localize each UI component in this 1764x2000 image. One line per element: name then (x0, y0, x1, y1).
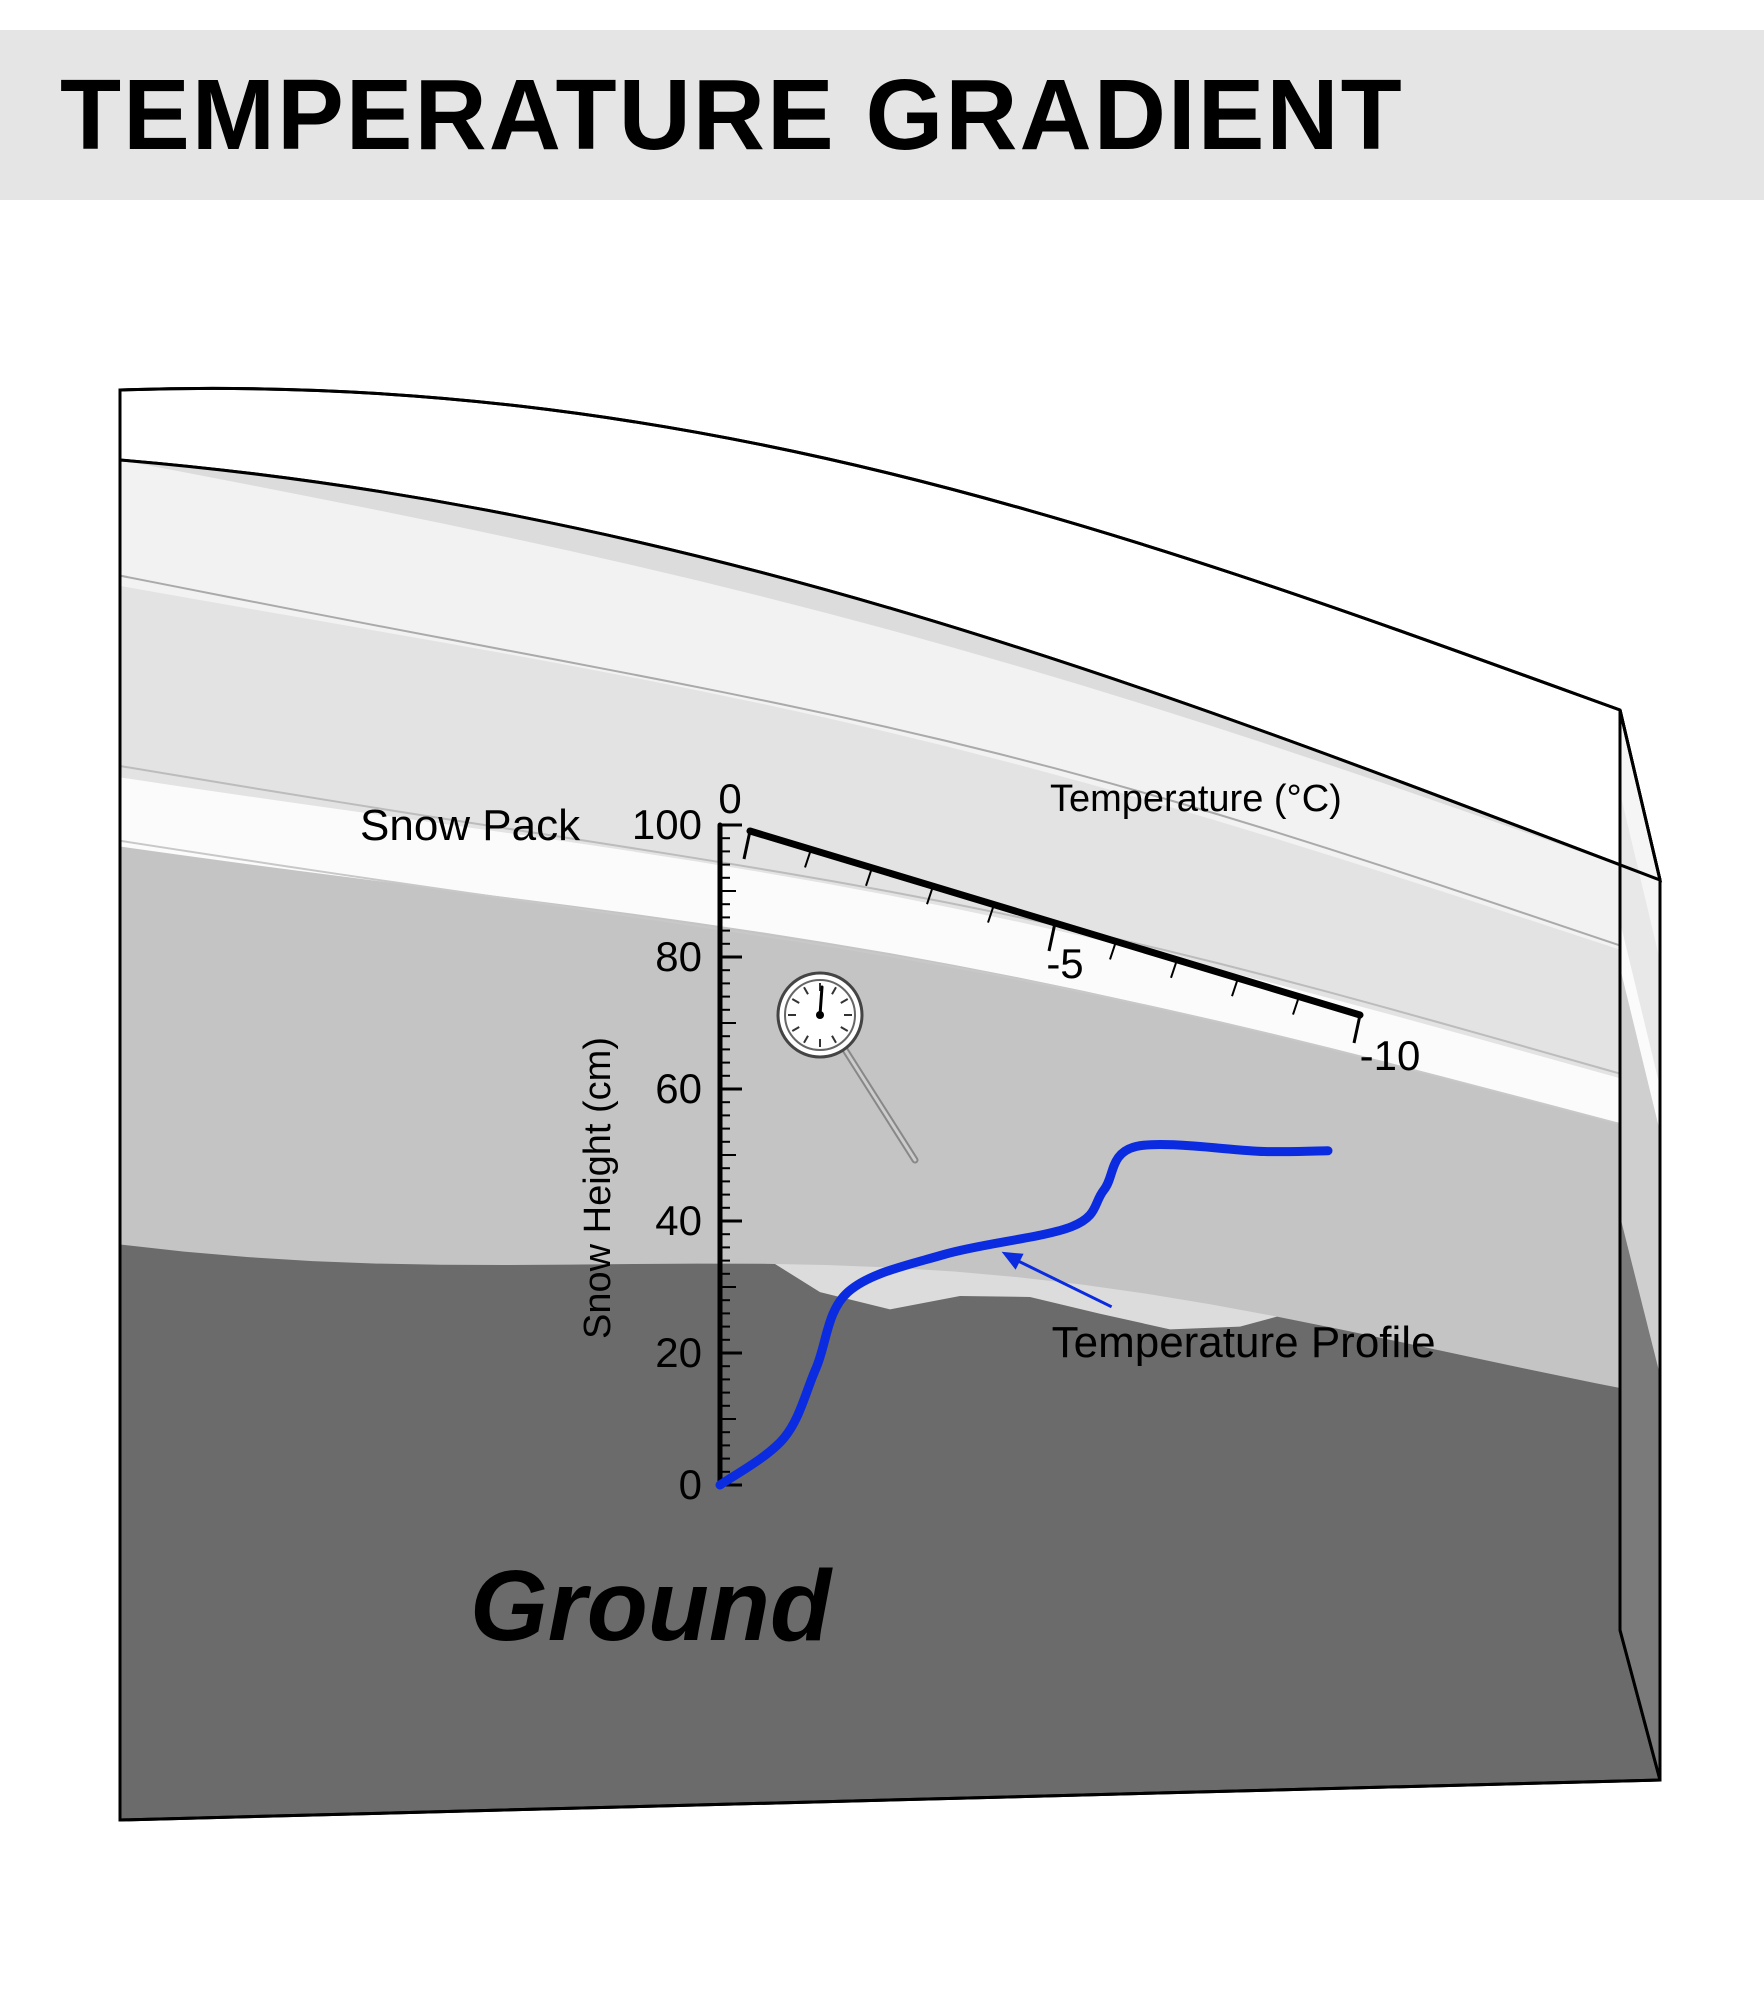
x-tick-label: 0 (718, 775, 741, 822)
page-title: TEMPERATURE GRADIENT (60, 58, 1404, 173)
diagram-svg: 0 20 40 60 80 100 Snow Height (cm) 0 -5 -10 Temper… (0, 260, 1764, 2000)
temp-profile-label: Temperature Profile (1052, 1318, 1436, 1367)
y-tick-label: 0 (679, 1461, 702, 1508)
y-tick-label: 80 (655, 933, 702, 980)
ground-label: Ground (470, 1550, 833, 1662)
y-tick-label: 20 (655, 1329, 702, 1376)
y-tick-label: 60 (655, 1065, 702, 1112)
diagram-stage: 0 20 40 60 80 100 Snow Height (cm) 0 -5 -10 Temper… (0, 260, 1764, 2000)
x-axis-label: Temperature (°C) (1050, 778, 1342, 820)
y-tick-label: 40 (655, 1197, 702, 1244)
y-axis-label: Snow Height (cm) (577, 1037, 619, 1339)
snow-pack-label: Snow Pack (360, 801, 581, 850)
y-tick-label: 100 (632, 801, 702, 848)
title-bar: TEMPERATURE GRADIENT (0, 30, 1764, 200)
x-tick-label: -5 (1046, 940, 1083, 987)
x-tick-label: -10 (1360, 1032, 1421, 1079)
snowpack-block (120, 388, 1660, 1820)
